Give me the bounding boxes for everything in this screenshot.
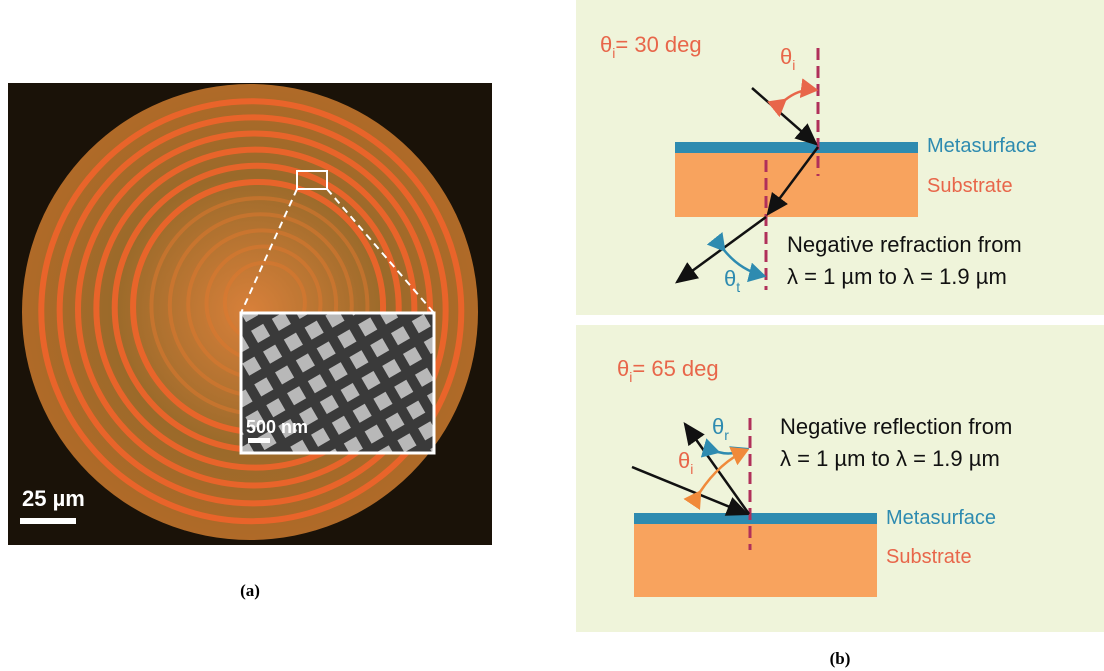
scale-label: 25 µm (22, 486, 85, 511)
caption: (a) (240, 581, 260, 600)
substrate-label: Substrate (927, 175, 1013, 197)
caption: (b) (830, 649, 851, 668)
metasurface-label: Metasurface (927, 135, 1037, 157)
incidence-angle: θi= 30 deg (600, 32, 702, 61)
metasurface-label: Metasurface (886, 507, 996, 529)
metasurface-layer (675, 142, 918, 153)
note: λ = 1 µm to λ = 1.9 µm (780, 446, 1000, 471)
substrate-layer (634, 524, 877, 597)
substrate-label: Substrate (886, 546, 972, 568)
note: Negative refraction from (787, 232, 1022, 257)
incidence-angle: θi= 65 deg (617, 356, 719, 385)
scale-bar (20, 518, 76, 524)
metasurface-layer (634, 513, 877, 524)
inset-scale-bar (248, 438, 270, 443)
note: Negative reflection from (780, 414, 1012, 439)
figure: 500 nm 25 µm (a) θi= 30 deg θi θt Metasu… (0, 0, 1104, 671)
note: λ = 1 µm to λ = 1.9 µm (787, 264, 1007, 289)
substrate-layer (675, 153, 918, 217)
panel-a: 500 nm 25 µm (a) (8, 83, 492, 600)
panel-b-bottom: θi= 65 deg θr θi Metasurface Substrate N… (576, 325, 1104, 632)
panel-b-top: θi= 30 deg θi θt Metasurface Substrate N… (576, 0, 1104, 315)
inset-scale-label: 500 nm (246, 417, 308, 437)
